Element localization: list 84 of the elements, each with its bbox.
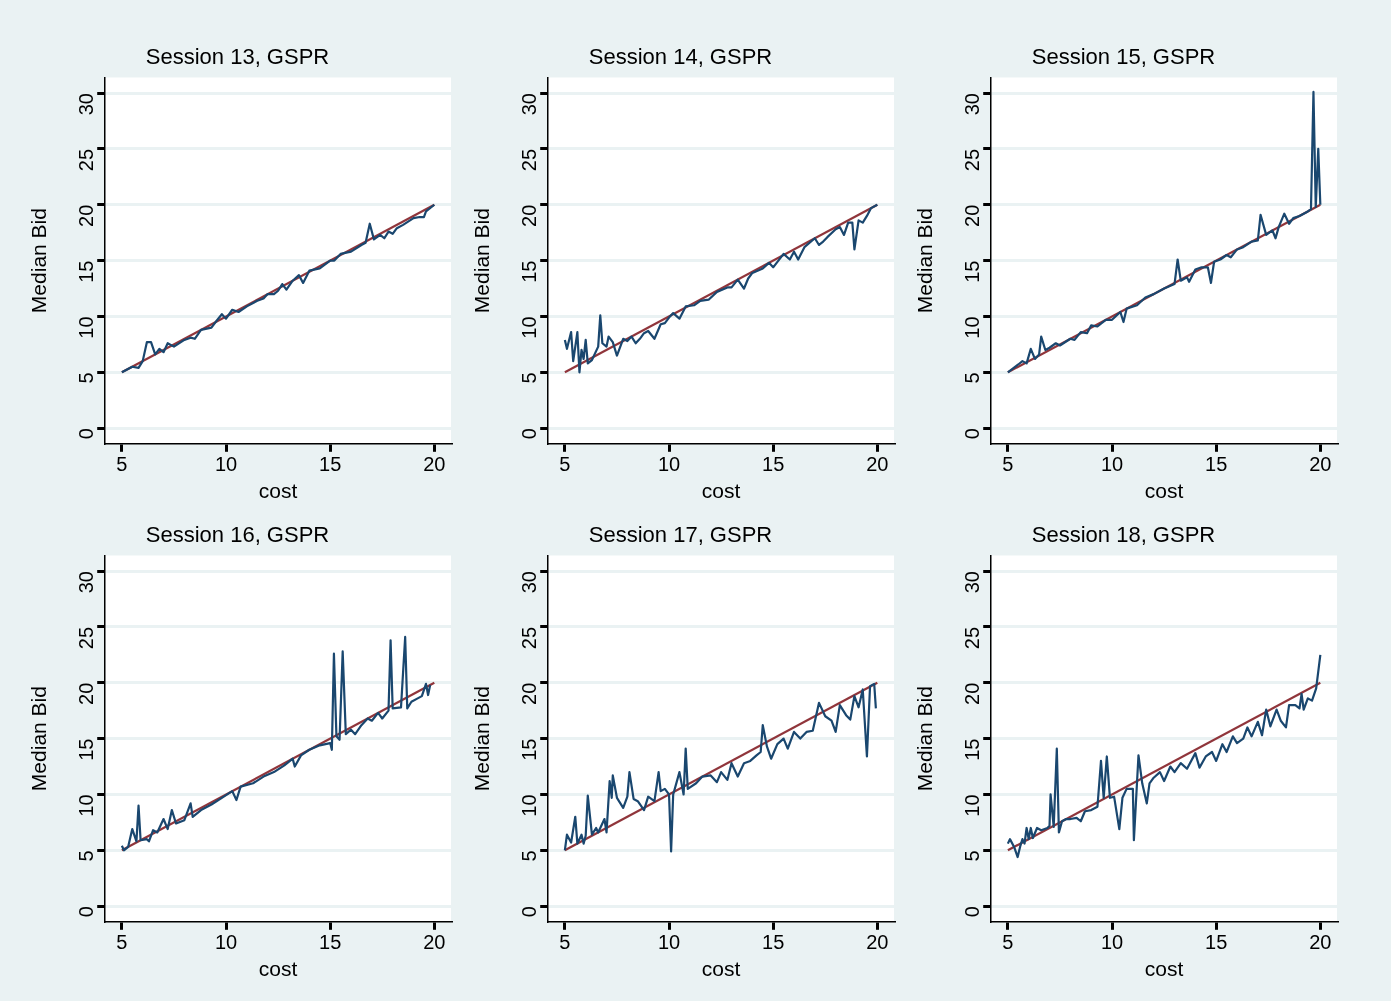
y-tick-label: 15 — [517, 738, 540, 761]
y-tick-label: 30 — [517, 93, 540, 116]
y-tick-label: 20 — [517, 682, 540, 705]
x-tick-label: 5 — [559, 931, 571, 954]
x-tick-label: 10 — [1100, 931, 1124, 954]
x-tick-label: 15 — [1205, 931, 1228, 954]
y-tick-label: 15 — [517, 260, 540, 283]
x-tick-label: 15 — [319, 453, 342, 476]
x-axis-title: cost — [258, 957, 298, 981]
y-tick-label: 0 — [74, 428, 97, 440]
y-tick-label: 30 — [960, 93, 983, 116]
y-axis-title: Median Bid — [27, 686, 51, 792]
y-tick-label: 5 — [960, 850, 983, 862]
y-tick-label: 15 — [74, 738, 97, 761]
chart-title: Session 16, GSPR — [145, 522, 330, 548]
y-tick-label: 15 — [74, 260, 97, 283]
x-tick-label: 15 — [1205, 453, 1228, 476]
y-tick-label: 15 — [960, 260, 983, 283]
x-tick-label: 5 — [116, 931, 128, 954]
y-tick-label: 0 — [74, 906, 97, 918]
chart-title: Session 14, GSPR — [588, 44, 773, 70]
x-tick-label: 15 — [762, 453, 785, 476]
y-tick-label: 25 — [960, 148, 983, 172]
y-tick-label: 0 — [517, 428, 540, 440]
y-axis-title: Median Bid — [27, 208, 51, 314]
x-tick-label: 5 — [559, 453, 571, 476]
x-axis-title: cost — [701, 479, 741, 503]
x-tick-label: 10 — [657, 453, 681, 476]
chart-title: Session 15, GSPR — [1031, 44, 1216, 70]
y-tick-label: 0 — [960, 906, 983, 918]
x-axis-title: cost — [701, 957, 741, 981]
x-tick-label: 5 — [116, 453, 128, 476]
y-axis-title: Median Bid — [913, 208, 937, 314]
y-tick-label: 30 — [74, 93, 97, 116]
y-tick-label: 0 — [517, 906, 540, 918]
y-tick-label: 10 — [517, 316, 540, 339]
x-tick-label: 15 — [762, 931, 785, 954]
x-tick-label: 10 — [214, 453, 238, 476]
x-tick-label: 5 — [1002, 453, 1014, 476]
x-tick-label: 20 — [866, 931, 889, 954]
y-axis-title: Median Bid — [470, 686, 494, 792]
y-tick-label: 30 — [960, 571, 983, 594]
y-tick-label: 10 — [517, 794, 540, 817]
x-tick-label: 10 — [657, 931, 681, 954]
x-tick-label: 20 — [1309, 931, 1332, 954]
y-tick-label: 20 — [960, 682, 983, 705]
y-tick-label: 20 — [517, 204, 540, 227]
chart-title: Session 13, GSPR — [145, 44, 330, 70]
y-tick-label: 20 — [74, 682, 97, 705]
y-tick-label: 20 — [960, 204, 983, 227]
y-tick-label: 5 — [74, 850, 97, 862]
y-tick-label: 5 — [517, 850, 540, 862]
y-tick-label: 0 — [960, 428, 983, 440]
y-tick-label: 30 — [517, 571, 540, 594]
y-axis-title: Median Bid — [470, 208, 494, 314]
y-tick-label: 25 — [517, 148, 540, 172]
y-tick-label: 25 — [74, 626, 97, 650]
x-axis-title: cost — [1144, 957, 1184, 981]
y-tick-label: 15 — [960, 738, 983, 761]
y-tick-label: 30 — [74, 571, 97, 594]
x-tick-label: 20 — [423, 931, 446, 954]
y-tick-label: 5 — [74, 372, 97, 384]
y-tick-label: 10 — [960, 794, 983, 817]
y-tick-label: 5 — [960, 372, 983, 384]
y-tick-label: 5 — [517, 372, 540, 384]
x-axis-title: cost — [1144, 479, 1184, 503]
x-tick-label: 15 — [319, 931, 342, 954]
x-tick-label: 20 — [1309, 453, 1332, 476]
y-tick-label: 10 — [74, 794, 97, 817]
y-tick-label: 20 — [74, 204, 97, 227]
chart-title: Session 17, GSPR — [588, 522, 773, 548]
y-tick-label: 25 — [960, 626, 983, 650]
x-tick-label: 10 — [1100, 453, 1124, 476]
y-tick-label: 25 — [517, 626, 540, 650]
y-tick-label: 10 — [74, 316, 97, 339]
x-tick-label: 10 — [214, 931, 238, 954]
x-tick-label: 20 — [423, 453, 446, 476]
x-tick-label: 20 — [866, 453, 889, 476]
y-axis-title: Median Bid — [913, 686, 937, 792]
y-tick-label: 10 — [960, 316, 983, 339]
x-tick-label: 5 — [1002, 931, 1014, 954]
x-axis-title: cost — [258, 479, 298, 503]
y-tick-label: 25 — [74, 148, 97, 172]
chart-title: Session 18, GSPR — [1031, 522, 1216, 548]
